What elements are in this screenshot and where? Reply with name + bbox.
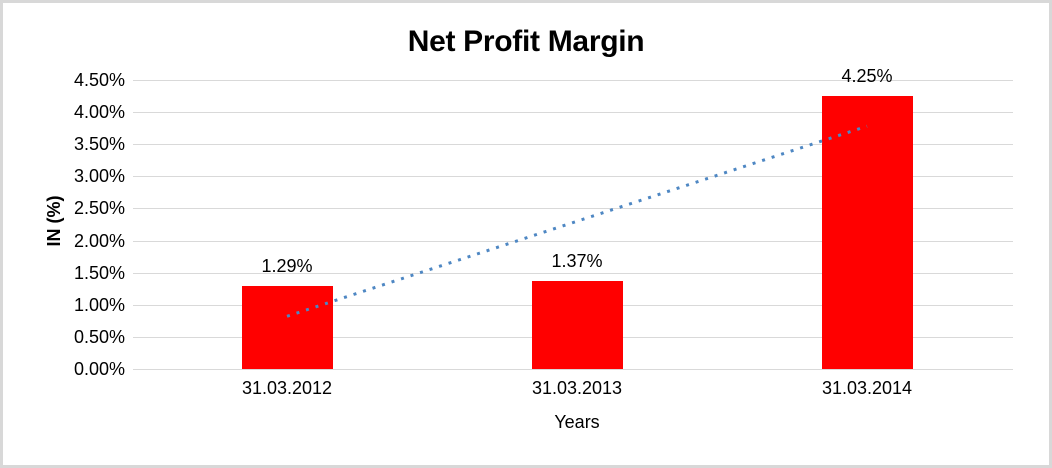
bar-data-label: 4.25% (841, 66, 893, 86)
y-tick-label: 2.00% (73, 231, 125, 251)
x-category-label: 31.03.2012 (241, 378, 333, 398)
bar (532, 281, 623, 369)
gridline (133, 369, 1013, 370)
x-category-label: 31.03.2013 (531, 378, 623, 398)
bar-data-label: 1.37% (551, 251, 603, 271)
chart-title: Net Profit Margin (407, 25, 645, 58)
x-category-label: 31.03.2014 (821, 378, 913, 398)
y-tick-label: 2.50% (73, 198, 125, 218)
y-axis-title: IN (%) (44, 195, 64, 247)
y-tick-label: 3.00% (73, 166, 125, 186)
y-tick-label: 3.50% (73, 134, 125, 154)
gridline (133, 80, 1013, 81)
x-axis-title: Years (554, 412, 600, 432)
y-tick-label: 0.50% (73, 327, 125, 347)
bar (242, 286, 333, 369)
gridline (133, 112, 1013, 113)
bar (822, 96, 913, 369)
y-tick-label: 0.00% (73, 359, 125, 379)
y-tick-label: 4.00% (73, 102, 125, 122)
y-tick-label: 4.50% (73, 70, 125, 90)
bar-data-label: 1.29% (261, 256, 313, 276)
y-tick-label: 1.50% (73, 263, 125, 283)
y-tick-label: 1.00% (73, 295, 125, 315)
